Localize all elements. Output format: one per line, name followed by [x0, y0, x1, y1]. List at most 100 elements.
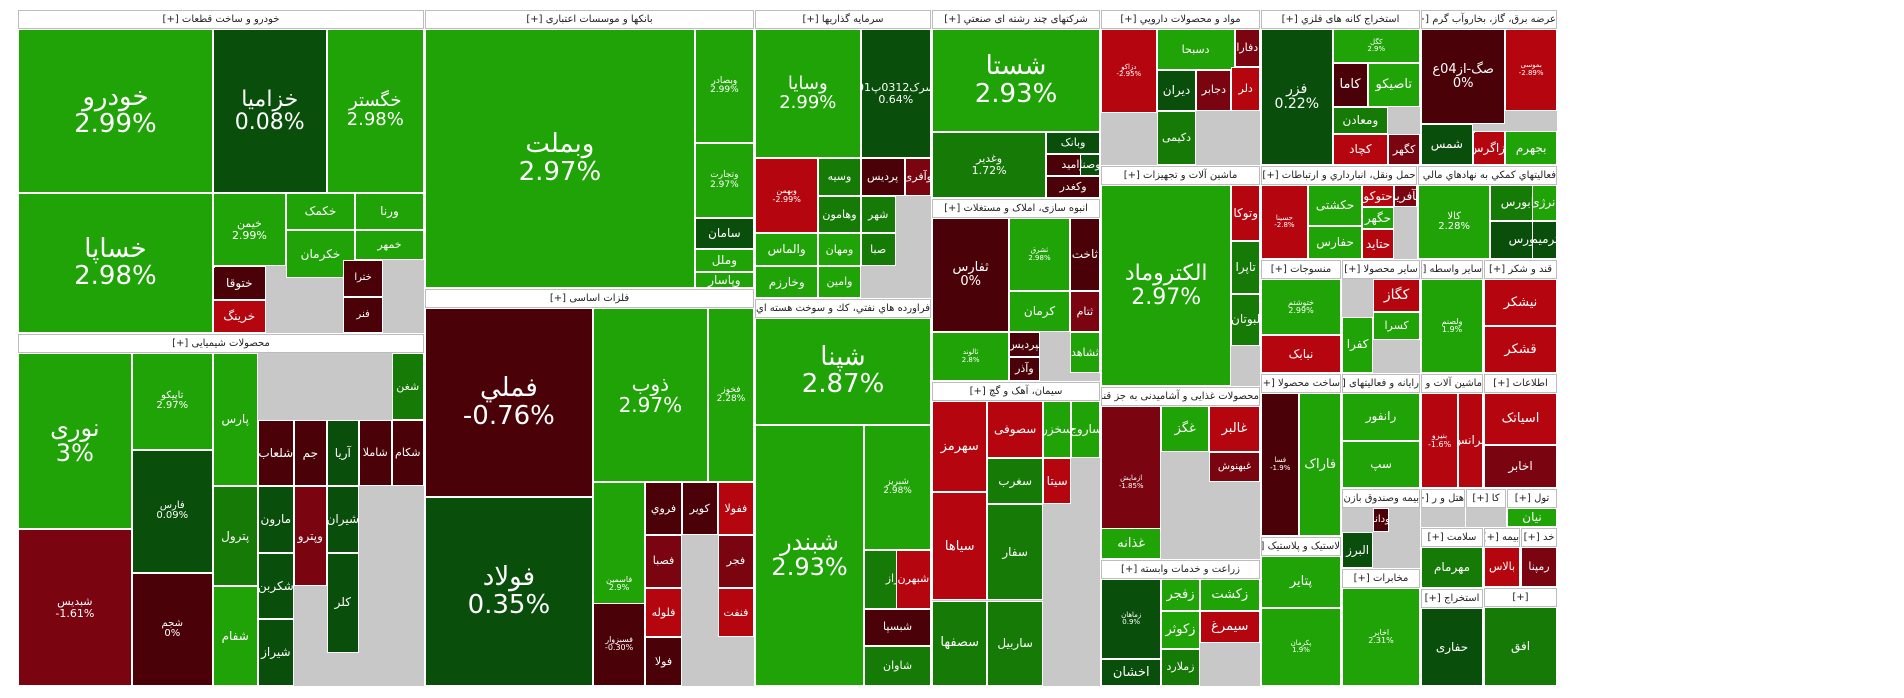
stock-tile[interactable]: دسبحا [1156, 29, 1235, 70]
stock-tile[interactable]: کویر [681, 481, 718, 535]
stock-tile[interactable]: کچاد [1332, 133, 1389, 165]
stock-tile[interactable]: ودانا [1373, 508, 1389, 532]
stock-tile[interactable]: فجر [717, 534, 754, 588]
stock-tile[interactable]: تاپیکو 2.97% [131, 353, 213, 450]
stock-tile[interactable]: فلوله [645, 587, 682, 637]
stock-tile[interactable]: ولصنم 1.9% [1421, 279, 1483, 373]
sector-expand-button[interactable]: بیمه [+] [1484, 528, 1520, 547]
stock-tile[interactable]: رمپنا [1521, 547, 1557, 587]
stock-tile[interactable]: شفام [212, 586, 258, 686]
stock-tile[interactable]: وآذر [1009, 356, 1040, 381]
stock-tile[interactable]: وصنا [1079, 154, 1100, 177]
stock-tile[interactable]: شبدیس -1.61% [18, 529, 132, 686]
sector-expand-button[interactable]: مواد و محصولات دارويي [+] [1101, 10, 1260, 29]
stock-tile[interactable]: غگز [1161, 406, 1210, 452]
stock-tile[interactable]: فروي [645, 481, 682, 535]
stock-tile[interactable]: بجهرم [1505, 131, 1557, 165]
stock-tile[interactable]: خکمک [285, 193, 355, 230]
stock-tile[interactable]: نیشکر [1484, 279, 1557, 326]
stock-tile[interactable]: اخشان [1101, 659, 1162, 686]
stock-tile[interactable]: ثپردیس [1009, 332, 1040, 357]
sector-expand-button[interactable]: فراورده هاي نفتي، كك و سوخت هسته اي [+] [755, 299, 931, 318]
stock-tile[interactable]: حگهر [1362, 207, 1394, 230]
stock-tile[interactable]: اخابر 2.31% [1342, 588, 1420, 686]
sector-expand-button[interactable]: بانکها و موسسات اعتباری [+] [425, 10, 754, 29]
stock-tile[interactable]: خترا [342, 260, 384, 297]
stock-tile[interactable]: وبانک [1046, 132, 1100, 155]
stock-tile[interactable]: فولاد 0.35% [425, 497, 593, 686]
stock-tile[interactable]: فاراک [1299, 393, 1341, 536]
stock-tile[interactable]: پکرمان 1.9% [1261, 608, 1341, 686]
stock-tile[interactable]: خیمن 2.99% [212, 193, 286, 267]
stock-tile[interactable]: سامان [694, 218, 754, 250]
stock-tile[interactable]: ساروج [1071, 401, 1100, 458]
sector-expand-button[interactable]: سرمایه گذاریها [+] [755, 10, 931, 29]
stock-tile[interactable]: سهرمز [932, 401, 988, 493]
stock-tile[interactable]: کگاز [1373, 279, 1420, 312]
sector-expand-button[interactable]: زراعت و خدمات وابسته [+] [1101, 560, 1260, 579]
stock-tile[interactable]: ذوب 2.97% [592, 308, 708, 482]
stock-tile[interactable]: پارس [212, 353, 258, 487]
stock-tile[interactable]: شکربن [257, 552, 295, 620]
stock-tile[interactable]: شپنا 2.87% [755, 318, 931, 425]
stock-tile[interactable]: فملي -0.76% [425, 308, 593, 497]
stock-tile[interactable]: غالبر [1209, 406, 1260, 452]
stock-tile[interactable]: وبهمن -2.99% [755, 158, 819, 234]
stock-tile[interactable]: خمهر [354, 229, 424, 261]
stock-tile[interactable]: ثشاهد [1069, 332, 1100, 373]
stock-tile[interactable]: آریا [326, 419, 360, 487]
stock-tile[interactable]: دلر [1231, 67, 1260, 111]
stock-tile[interactable]: بالاس [1484, 547, 1520, 587]
sector-expand-button[interactable]: شرکتهای چند رشته ای صنعتي [+] [932, 10, 1100, 29]
stock-tile[interactable]: غبهنوش [1209, 451, 1260, 483]
stock-tile[interactable]: حسینا -2.8% [1261, 185, 1308, 259]
stock-tile[interactable]: وخارزم [755, 265, 819, 298]
stock-tile[interactable]: شبهرن [895, 549, 931, 609]
stock-tile[interactable]: ترمیم [1531, 220, 1557, 259]
stock-tile[interactable]: سرک0312پ010.64% [860, 29, 931, 159]
stock-tile[interactable]: سغرب [987, 458, 1043, 504]
stock-tile[interactable]: قشکر [1484, 326, 1557, 373]
stock-tile[interactable]: بموسی -2.89% [1505, 29, 1557, 111]
sector-expand-button[interactable]: حمل ونقل، انبارداري و ارتباطات [+] [1261, 166, 1417, 185]
stock-tile[interactable]: جم [294, 419, 327, 487]
stock-tile[interactable]: انرژی [1531, 185, 1557, 221]
sector-expand-button[interactable]: سیمان، آهک و گچ [+] [932, 382, 1100, 401]
stock-tile[interactable]: خودرو 2.99% [18, 29, 213, 194]
stock-tile[interactable]: شیراز [257, 619, 295, 686]
stock-tile[interactable]: مهرمام [1421, 547, 1483, 588]
stock-tile[interactable]: کگل 2.9% [1332, 29, 1420, 63]
sector-expand-button[interactable]: [+] [1484, 588, 1557, 607]
stock-tile[interactable]: صگ-از04ع 0% [1421, 29, 1506, 125]
stock-tile[interactable]: کالا 2.28% [1418, 185, 1491, 259]
stock-tile[interactable]: الکتروماد 2.97% [1101, 185, 1232, 386]
stock-tile[interactable]: زفجر [1161, 579, 1200, 612]
stock-tile[interactable]: کلر [326, 552, 360, 653]
sector-expand-button[interactable]: سایر واسطه [+] [1421, 260, 1483, 279]
stock-tile[interactable]: فنر [342, 296, 384, 333]
stock-tile[interactable]: غذانه [1101, 528, 1162, 559]
stock-tile[interactable]: وتجارت 2.97% [694, 142, 754, 219]
stock-tile[interactable]: شستا 2.93% [932, 29, 1100, 133]
stock-tile[interactable]: ثفارس 0% [932, 218, 1010, 333]
stock-tile[interactable]: وامین [818, 265, 861, 298]
sector-expand-button[interactable]: تول [+] [1507, 489, 1557, 508]
stock-tile[interactable]: وبملت 2.97% [425, 29, 695, 288]
stock-tile[interactable]: شیران [326, 486, 360, 553]
stock-tile[interactable]: حکشتی [1307, 185, 1363, 227]
stock-tile[interactable]: فصبا [645, 534, 682, 588]
sector-expand-button[interactable]: فعالیتهاي كمكي به نهادهاي مالي واسط [+] [1418, 166, 1557, 185]
stock-tile[interactable]: زملارد [1161, 648, 1200, 686]
stock-tile[interactable]: سیمرغ [1199, 611, 1260, 644]
stock-tile[interactable]: حتاید [1362, 229, 1394, 259]
stock-tile[interactable]: سصوفی [987, 401, 1043, 458]
stock-tile[interactable]: خزامیا 0.08% [212, 29, 327, 194]
stock-tile[interactable]: زکوثر [1161, 611, 1200, 649]
stock-tile[interactable]: البرز [1342, 532, 1374, 568]
sector-expand-button[interactable]: محصولات غذایی و آشامیدنی به جز قند و شکر… [1101, 387, 1260, 406]
sector-expand-button[interactable]: هتل و ر [+] [1421, 489, 1465, 508]
stock-tile[interactable]: دفارا [1234, 29, 1260, 68]
stock-tile[interactable]: پردیس [860, 158, 905, 196]
stock-tile[interactable]: کفرا [1342, 316, 1374, 373]
stock-tile[interactable]: خگستر 2.98% [326, 29, 424, 194]
